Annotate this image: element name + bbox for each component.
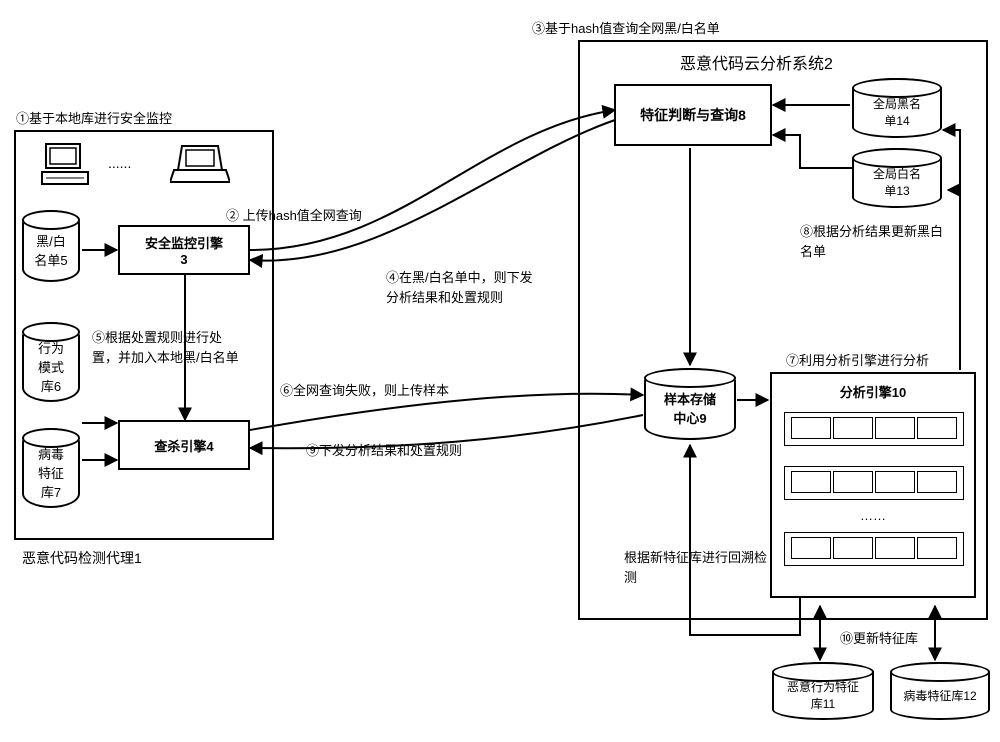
cloud-title: 恶意代码云分析系统2 (680, 50, 833, 74)
cyl-sample-store: 样本存储 中心9 (644, 368, 736, 440)
annotation-10: ⑩更新特征库 (840, 628, 918, 647)
security-engine: 安全监控引擎 3 (118, 225, 250, 275)
cyl-virus-sig: 病毒特征库12 (890, 662, 990, 720)
cyl-behavior: 行为 模式 库6 (22, 322, 80, 402)
cyl-global-black: 全局黑名 单14 (852, 78, 942, 138)
cyl-virus-label: 病毒 特征 库7 (38, 444, 64, 501)
cyl-bwlist-label: 黑/白 名单5 (34, 231, 67, 269)
annotation-retro: 根据新特征库进行回溯检 测 (624, 548, 804, 587)
ellipsis-icons: ...... (108, 155, 131, 171)
annotation-6: ⑥全网查询失败，则上传样本 (280, 380, 449, 399)
engine-row-2 (784, 466, 964, 500)
cyl-mal-behavior-label: 恶意行为特征 库11 (787, 678, 859, 712)
annotation-2: ② 上传hash值全网查询 (226, 205, 362, 224)
kill-engine: 查杀引擎4 (118, 420, 250, 470)
cyl-bwlist: 黑/白 名单5 (22, 210, 80, 282)
annotation-5: ⑤根据处置规则进行处 置，并加入本地黑/白名单 (92, 328, 267, 367)
cyl-global-white: 全局白名 单13 (852, 148, 942, 208)
cyl-virus: 病毒 特征 库7 (22, 428, 80, 508)
laptop-icon (170, 142, 230, 186)
cyl-global-white-label: 全局白名 单13 (873, 165, 921, 199)
annotation-8: ⑧根据分析结果更新黑白 名单 (800, 222, 980, 261)
desktop-icon (40, 140, 90, 188)
annotation-4: ④在黑/白名单中，则下发 分析结果和处置规则 (386, 268, 586, 307)
engine-row-3 (784, 532, 964, 566)
cyl-behavior-label: 行为 模式 库6 (38, 338, 64, 395)
engine-row-1 (784, 412, 964, 446)
annotation-1: ①基于本地库进行安全监控 (16, 108, 172, 127)
annotation-3: ③基于hash值查询全网黑/白名单 (532, 18, 720, 37)
analysis-engine-title: 分析引擎10 (778, 382, 968, 401)
cyl-virus-sig-label: 病毒特征库12 (903, 687, 976, 704)
agent-title: 恶意代码检测代理1 (22, 548, 142, 568)
annotation-7: ⑦利用分析引擎进行分析 (786, 350, 929, 369)
cyl-global-black-label: 全局黑名 单14 (873, 95, 921, 129)
cyl-mal-behavior: 恶意行为特征 库11 (772, 662, 874, 720)
engine-ellipsis: …… (772, 508, 974, 523)
cyl-sample-store-label: 样本存储 中心9 (664, 389, 716, 427)
feature-query: 特征判断与查询8 (614, 84, 772, 146)
annotation-9: ⑨下发分析结果和处置规则 (306, 440, 462, 459)
